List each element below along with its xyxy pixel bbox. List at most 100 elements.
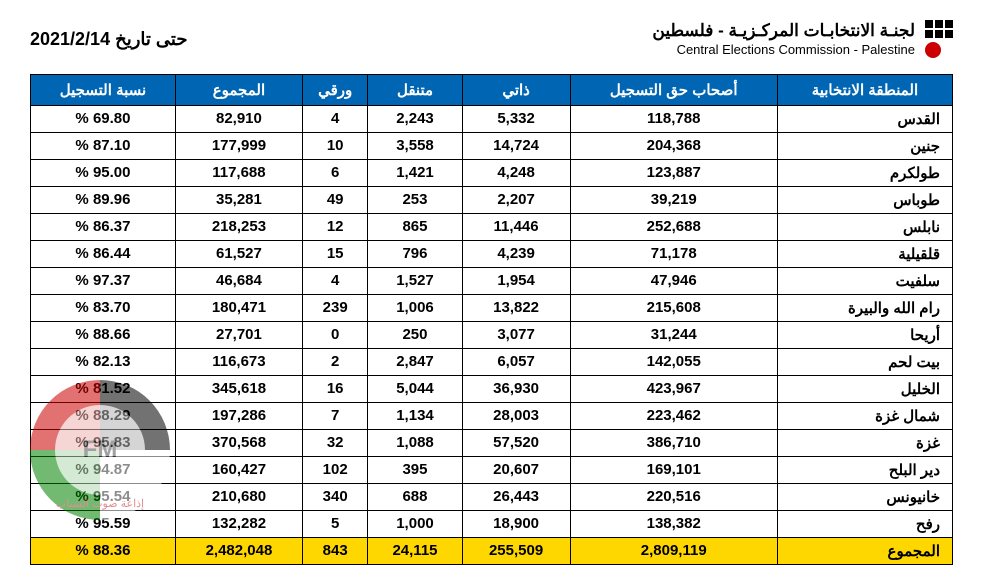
table-row: طولكرم123,8874,2481,4216117,68895.00 % bbox=[31, 159, 953, 186]
cell-self: 14,724 bbox=[462, 132, 570, 159]
cell-pct: 88.36 % bbox=[31, 537, 176, 564]
cell-total: 218,253 bbox=[175, 213, 302, 240]
cell-region: سلفيت bbox=[777, 267, 952, 294]
cell-total: 180,471 bbox=[175, 294, 302, 321]
table-row: رفح138,38218,9001,0005132,28295.59 % bbox=[31, 510, 953, 537]
org-block: لجنـة الانتخابـات المركـزيـة - فلسطين Ce… bbox=[652, 20, 953, 59]
table-row: خانيونس220,51626,443688340210,68095.54 % bbox=[31, 483, 953, 510]
cell-mobile: 395 bbox=[368, 456, 462, 483]
cell-region: طوباس bbox=[777, 186, 952, 213]
table-row: جنين204,36814,7243,55810177,99987.10 % bbox=[31, 132, 953, 159]
cell-self: 28,003 bbox=[462, 402, 570, 429]
cell-region: المجموع bbox=[777, 537, 952, 564]
cell-paper: 340 bbox=[302, 483, 367, 510]
cell-mobile: 1,134 bbox=[368, 402, 462, 429]
cell-pct: 95.59 % bbox=[31, 510, 176, 537]
cell-mobile: 250 bbox=[368, 321, 462, 348]
cell-eligible: 118,788 bbox=[570, 105, 777, 132]
cell-total: 197,286 bbox=[175, 402, 302, 429]
cell-paper: 6 bbox=[302, 159, 367, 186]
cell-paper: 4 bbox=[302, 267, 367, 294]
cell-self: 3,077 bbox=[462, 321, 570, 348]
cell-region: بيت لحم bbox=[777, 348, 952, 375]
cell-region: جنين bbox=[777, 132, 952, 159]
cell-paper: 15 bbox=[302, 240, 367, 267]
cell-eligible: 215,608 bbox=[570, 294, 777, 321]
cell-self: 4,239 bbox=[462, 240, 570, 267]
cell-mobile: 3,558 bbox=[368, 132, 462, 159]
cell-self: 18,900 bbox=[462, 510, 570, 537]
cell-self: 4,248 bbox=[462, 159, 570, 186]
cell-paper: 12 bbox=[302, 213, 367, 240]
cell-total: 345,618 bbox=[175, 375, 302, 402]
table-row: القدس118,7885,3322,243482,91069.80 % bbox=[31, 105, 953, 132]
col-mobile: متنقل bbox=[368, 74, 462, 105]
cell-eligible: 204,368 bbox=[570, 132, 777, 159]
col-total: المجموع bbox=[175, 74, 302, 105]
cell-region: طولكرم bbox=[777, 159, 952, 186]
cell-paper: 843 bbox=[302, 537, 367, 564]
table-row: نابلس252,68811,44686512218,25386.37 % bbox=[31, 213, 953, 240]
cell-mobile: 865 bbox=[368, 213, 462, 240]
cell-mobile: 253 bbox=[368, 186, 462, 213]
table-row: شمال غزة223,46228,0031,1347197,28688.29 … bbox=[31, 402, 953, 429]
cell-mobile: 1,000 bbox=[368, 510, 462, 537]
cell-eligible: 386,710 bbox=[570, 429, 777, 456]
table-row: أريحا31,2443,077250027,70188.66 % bbox=[31, 321, 953, 348]
col-self: ذاتي bbox=[462, 74, 570, 105]
table-row: رام الله والبيرة215,60813,8221,006239180… bbox=[31, 294, 953, 321]
cell-region: أريحا bbox=[777, 321, 952, 348]
cell-self: 255,509 bbox=[462, 537, 570, 564]
cell-self: 5,332 bbox=[462, 105, 570, 132]
col-region: المنطقة الانتخابية bbox=[777, 74, 952, 105]
cell-total: 27,701 bbox=[175, 321, 302, 348]
cell-region: دير البلح bbox=[777, 456, 952, 483]
cell-paper: 0 bbox=[302, 321, 367, 348]
cell-region: القدس bbox=[777, 105, 952, 132]
cell-eligible: 220,516 bbox=[570, 483, 777, 510]
cell-eligible: 169,101 bbox=[570, 456, 777, 483]
cell-eligible: 138,382 bbox=[570, 510, 777, 537]
cell-region: رام الله والبيرة bbox=[777, 294, 952, 321]
cell-total: 46,684 bbox=[175, 267, 302, 294]
cell-self: 1,954 bbox=[462, 267, 570, 294]
cell-paper: 10 bbox=[302, 132, 367, 159]
cell-pct: 69.80 % bbox=[31, 105, 176, 132]
cell-eligible: 31,244 bbox=[570, 321, 777, 348]
cell-mobile: 688 bbox=[368, 483, 462, 510]
col-pct: نسبة التسجيل bbox=[31, 74, 176, 105]
table-row: قلقيلية71,1784,2397961561,52786.44 % bbox=[31, 240, 953, 267]
cell-mobile: 1,006 bbox=[368, 294, 462, 321]
cell-pct: 88.66 % bbox=[31, 321, 176, 348]
cell-self: 36,930 bbox=[462, 375, 570, 402]
cell-region: غزة bbox=[777, 429, 952, 456]
cell-self: 13,822 bbox=[462, 294, 570, 321]
cell-pct: 81.52 % bbox=[31, 375, 176, 402]
cell-mobile: 2,847 bbox=[368, 348, 462, 375]
cell-mobile: 1,088 bbox=[368, 429, 462, 456]
cell-eligible: 142,055 bbox=[570, 348, 777, 375]
table-row: غزة386,71057,5201,08832370,56895.83 % bbox=[31, 429, 953, 456]
cell-pct: 82.13 % bbox=[31, 348, 176, 375]
table-row: سلفيت47,9461,9541,527446,68497.37 % bbox=[31, 267, 953, 294]
cell-mobile: 24,115 bbox=[368, 537, 462, 564]
cell-total: 82,910 bbox=[175, 105, 302, 132]
cell-eligible: 39,219 bbox=[570, 186, 777, 213]
cell-region: شمال غزة bbox=[777, 402, 952, 429]
cell-pct: 83.70 % bbox=[31, 294, 176, 321]
cell-mobile: 2,243 bbox=[368, 105, 462, 132]
cell-region: قلقيلية bbox=[777, 240, 952, 267]
cell-mobile: 1,421 bbox=[368, 159, 462, 186]
cell-total: 117,688 bbox=[175, 159, 302, 186]
cell-pct: 89.96 % bbox=[31, 186, 176, 213]
cell-self: 20,607 bbox=[462, 456, 570, 483]
header-row: المنطقة الانتخابية أصحاب حق التسجيل ذاتي… bbox=[31, 74, 953, 105]
cell-paper: 2 bbox=[302, 348, 367, 375]
cell-eligible: 252,688 bbox=[570, 213, 777, 240]
cell-eligible: 423,967 bbox=[570, 375, 777, 402]
cell-paper: 49 bbox=[302, 186, 367, 213]
cell-paper: 5 bbox=[302, 510, 367, 537]
cell-self: 26,443 bbox=[462, 483, 570, 510]
cell-paper: 102 bbox=[302, 456, 367, 483]
cell-paper: 16 bbox=[302, 375, 367, 402]
